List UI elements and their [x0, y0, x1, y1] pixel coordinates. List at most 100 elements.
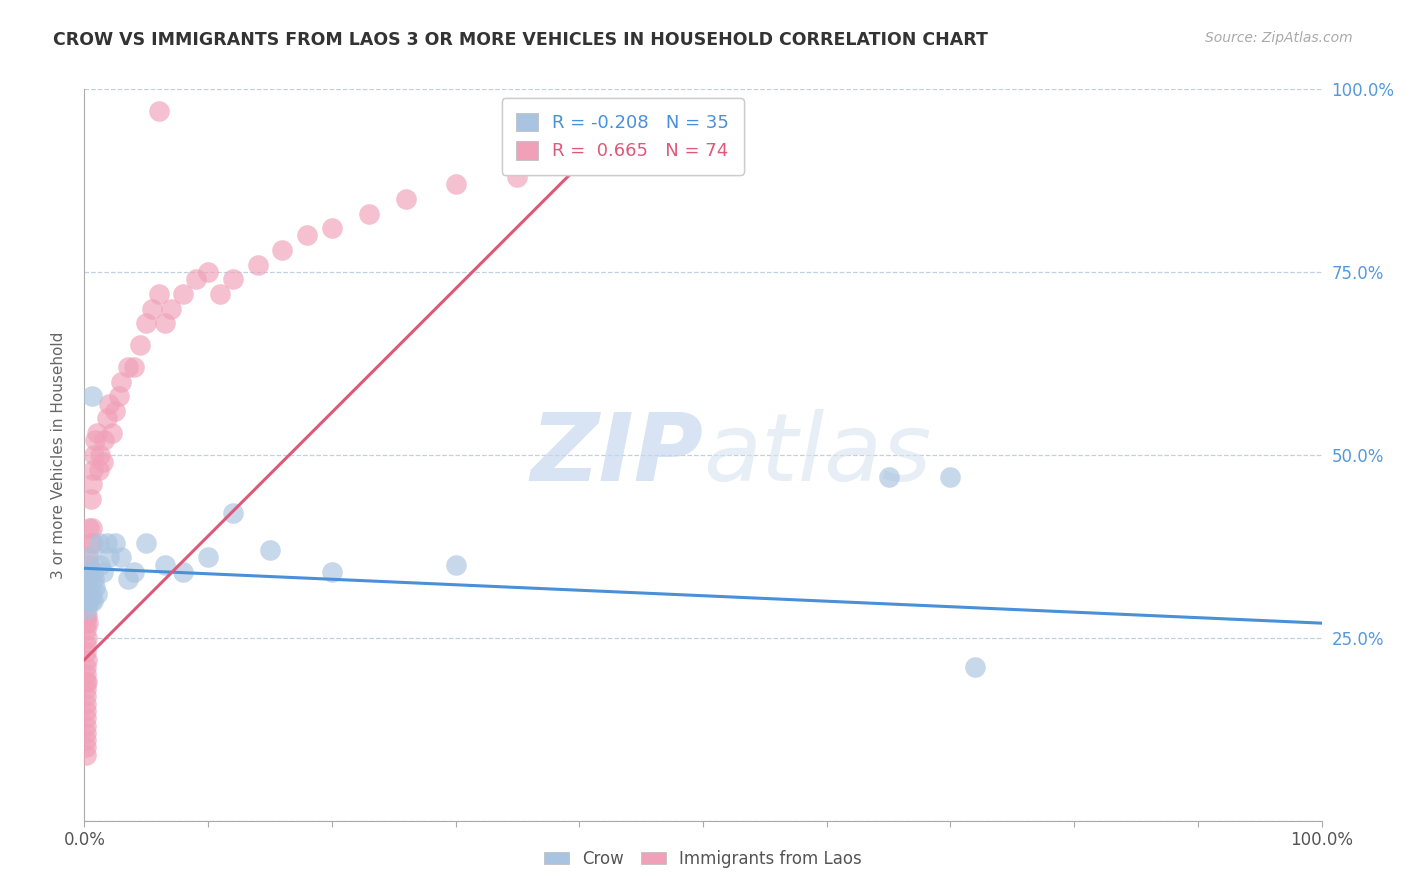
Legend: Crow, Immigrants from Laos: Crow, Immigrants from Laos: [537, 844, 869, 875]
Point: [76, 608, 98, 623]
Point: [506, 169, 529, 184]
Point: [184, 272, 207, 286]
Point: [321, 565, 343, 579]
Point: [209, 287, 232, 301]
Legend: R = -0.208   N = 35, R =  0.665   N = 74: R = -0.208 N = 35, R = 0.665 N = 74: [502, 98, 744, 175]
Point: [98, 397, 121, 411]
Point: [110, 550, 132, 565]
Point: [965, 660, 987, 674]
Point: [77, 572, 100, 586]
Text: atlas: atlas: [703, 409, 931, 500]
Point: [100, 425, 122, 440]
Point: [568, 155, 591, 169]
Point: [148, 287, 170, 301]
Point: [77, 565, 100, 579]
Point: [83, 448, 105, 462]
Point: [77, 550, 100, 565]
Point: [79, 572, 101, 586]
Point: [877, 470, 900, 484]
Point: [80, 521, 103, 535]
Point: [98, 550, 121, 565]
Point: [83, 572, 105, 586]
Point: [222, 507, 245, 521]
Point: [76, 674, 98, 689]
Point: [96, 411, 118, 425]
Point: [76, 601, 98, 615]
Point: [75, 697, 97, 711]
Point: [148, 104, 170, 119]
Point: [75, 608, 97, 623]
Point: [75, 674, 97, 689]
Point: [89, 558, 111, 572]
Point: [259, 543, 281, 558]
Point: [75, 645, 97, 659]
Point: [79, 587, 101, 601]
Point: [89, 448, 111, 462]
Point: [197, 265, 219, 279]
Point: [86, 425, 108, 440]
Point: [108, 389, 131, 403]
Point: [89, 462, 111, 476]
Point: [82, 594, 104, 608]
Point: [939, 470, 962, 484]
Point: [271, 243, 294, 257]
Point: [172, 565, 194, 579]
Point: [80, 587, 103, 601]
Point: [75, 718, 97, 732]
Point: [117, 572, 139, 586]
Point: [444, 178, 467, 192]
Point: [75, 660, 97, 674]
Y-axis label: 3 or more Vehicles in Household: 3 or more Vehicles in Household: [51, 331, 66, 579]
Point: [75, 726, 97, 740]
Point: [76, 565, 98, 579]
Point: [80, 389, 103, 403]
Point: [91, 455, 114, 469]
Point: [246, 258, 269, 272]
Point: [86, 587, 108, 601]
Point: [80, 477, 103, 491]
Point: [117, 360, 139, 375]
Point: [104, 404, 127, 418]
Point: [79, 535, 101, 549]
Point: [77, 616, 100, 631]
Point: [135, 535, 157, 549]
Point: [84, 434, 107, 448]
Point: [75, 681, 97, 696]
Point: [82, 565, 104, 579]
Point: [129, 338, 152, 352]
Point: [79, 491, 101, 506]
Point: [153, 558, 176, 572]
Point: [75, 594, 97, 608]
Point: [77, 594, 100, 608]
Point: [141, 301, 163, 316]
Point: [82, 462, 104, 476]
Point: [153, 316, 176, 330]
Point: [75, 616, 97, 631]
Point: [76, 580, 98, 594]
Point: [122, 565, 145, 579]
Text: Source: ZipAtlas.com: Source: ZipAtlas.com: [1205, 31, 1353, 45]
Point: [395, 192, 418, 206]
Point: [104, 535, 127, 549]
Point: [75, 747, 97, 762]
Point: [91, 565, 114, 579]
Text: CROW VS IMMIGRANTS FROM LAOS 3 OR MORE VEHICLES IN HOUSEHOLD CORRELATION CHART: CROW VS IMMIGRANTS FROM LAOS 3 OR MORE V…: [53, 31, 988, 49]
Point: [84, 580, 107, 594]
Point: [172, 287, 194, 301]
Point: [79, 558, 101, 572]
Point: [96, 535, 118, 549]
Point: [76, 631, 98, 645]
Text: ZIP: ZIP: [530, 409, 703, 501]
Point: [75, 711, 97, 725]
Point: [357, 206, 380, 220]
Point: [444, 558, 467, 572]
Point: [75, 690, 97, 704]
Point: [75, 733, 97, 747]
Point: [79, 550, 101, 565]
Point: [75, 624, 97, 638]
Point: [89, 535, 111, 549]
Point: [75, 704, 97, 718]
Point: [75, 667, 97, 681]
Point: [75, 740, 97, 755]
Point: [110, 375, 132, 389]
